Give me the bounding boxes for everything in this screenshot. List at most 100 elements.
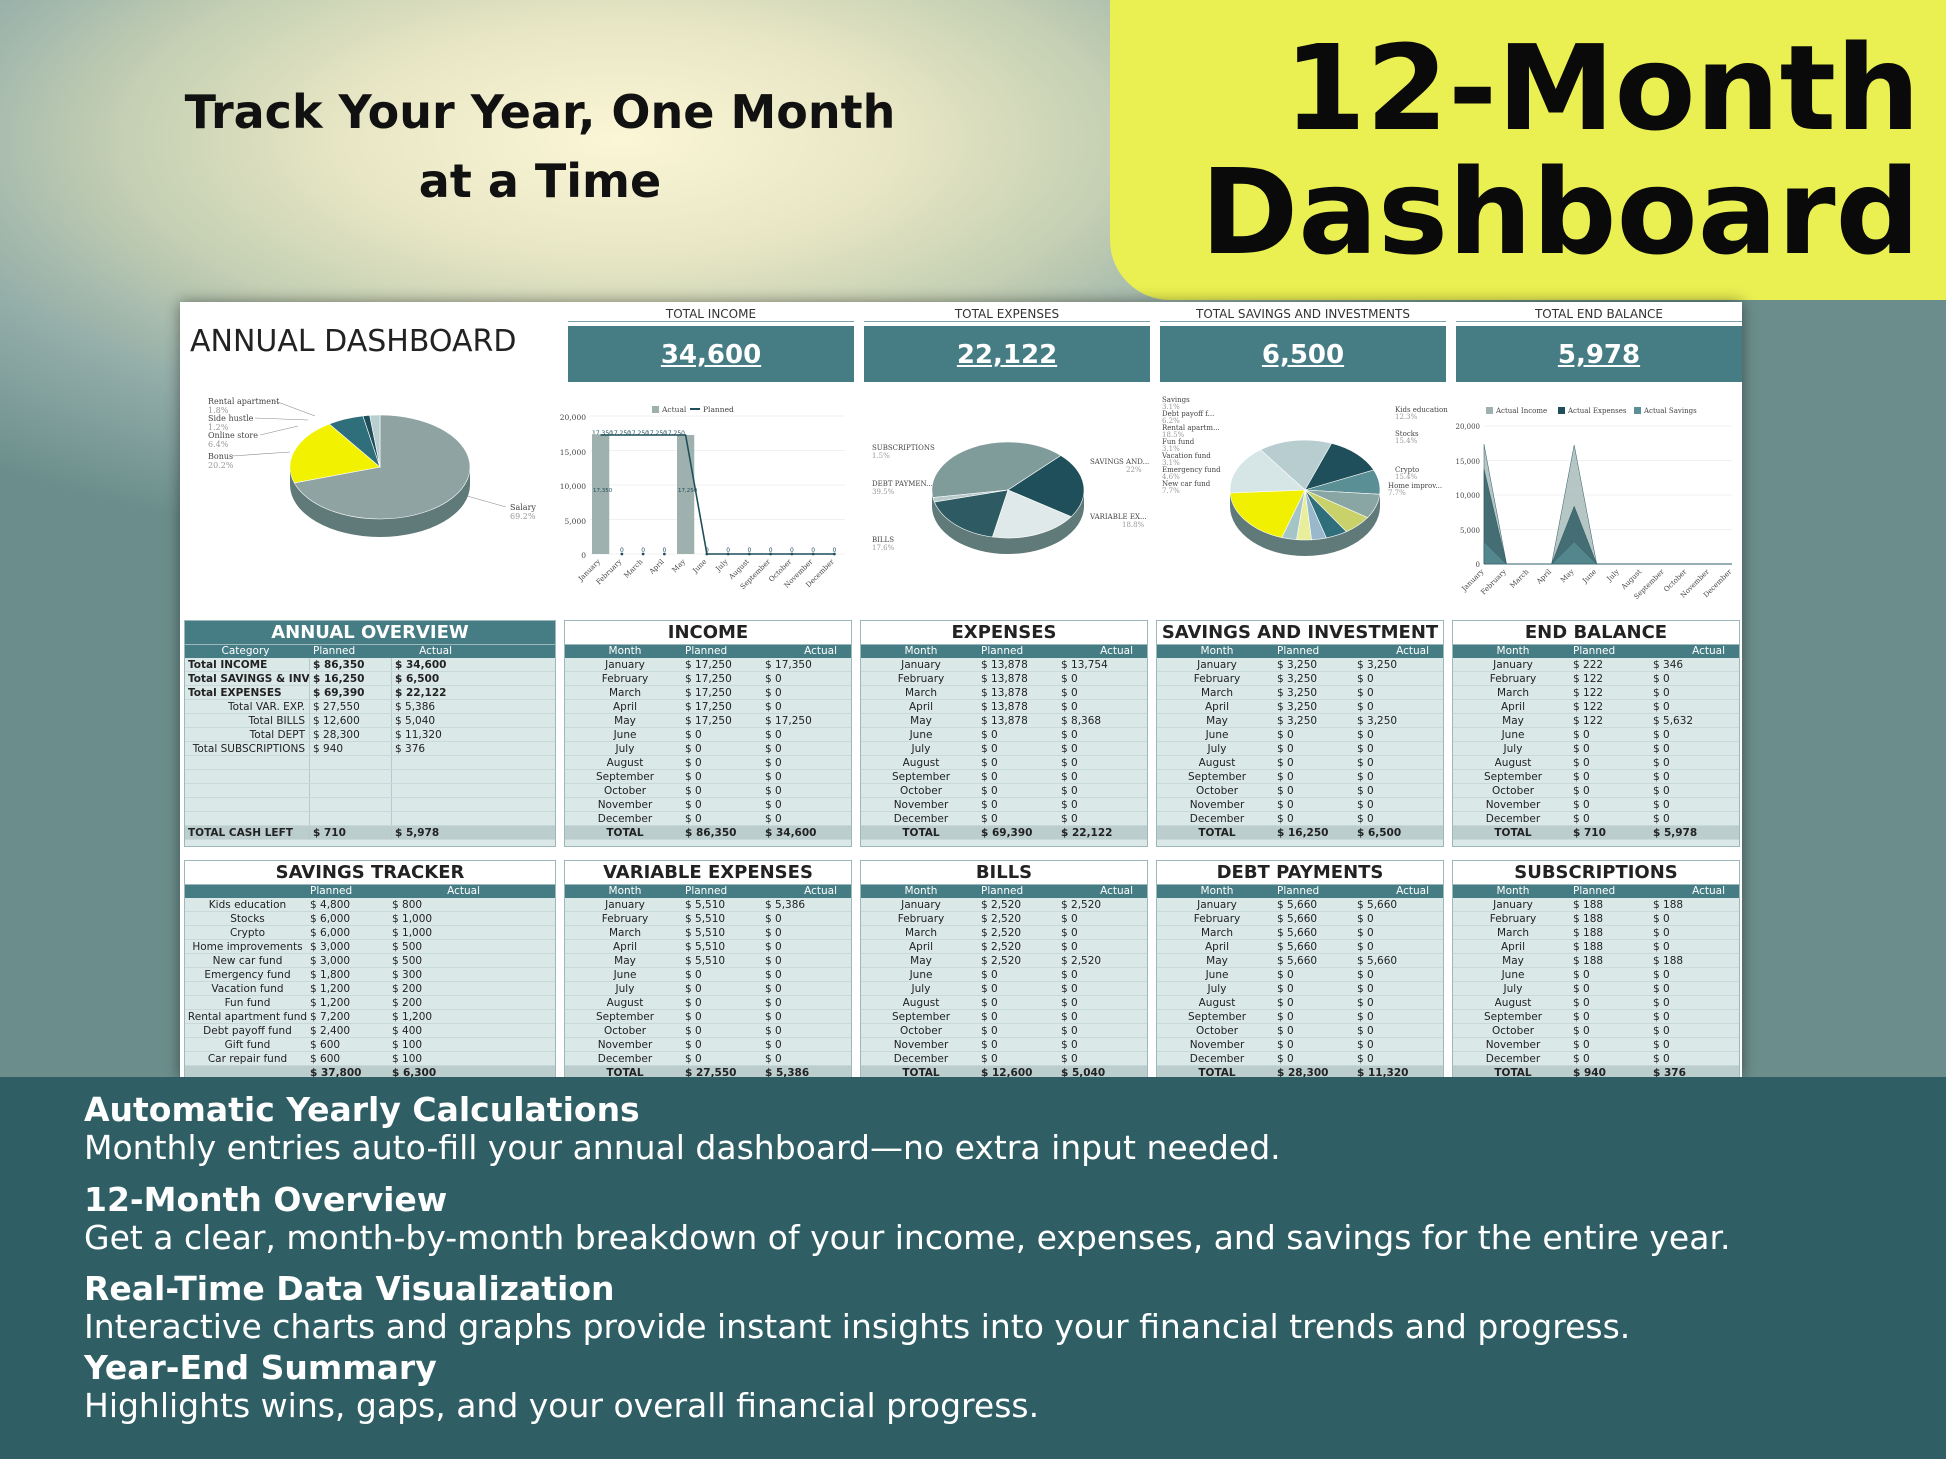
row-actual: $ 1,000 [392,927,433,939]
data-point [705,552,709,556]
row-planned: $ 0 [685,729,702,741]
col-planned: Planned [685,885,728,897]
table-row: May $ 3,250 $ 3,250 [1157,714,1443,728]
row-planned: $ 28,300 [1277,1067,1329,1079]
row-month: April [1205,941,1229,953]
table-row: May $ 122 $ 5,632 [1453,714,1739,728]
table-row: December $ 0 $ 0 [861,1052,1147,1066]
row-actual: $ 0 [1653,785,1670,797]
table-header: Month Planned Actual [1453,885,1739,898]
data-label: 17,250 [646,430,667,437]
row-planned: $ 0 [981,1025,998,1037]
row-actual: $ 5,660 [1357,899,1398,911]
table-row: December $ 0 $ 0 [1157,812,1443,826]
row-month: July [1503,983,1523,995]
monthly-table-bills: BILLS Month Planned Actual January $ 2,520 $ 2… [860,860,1148,1079]
table-row: March $ 5,660 $ 0 [1157,926,1443,940]
row-month: January [1493,899,1533,911]
feature-description: Get a clear, month-by-month breakdown of… [84,1218,1731,1257]
row-month: November [893,799,949,811]
table-row: May $ 13,878 $ 8,368 [861,714,1147,728]
pie-pct: 18.8% [1122,521,1145,529]
data-label: 17,250 [678,488,698,494]
row-planned: $ 122 [1573,673,1604,685]
pie-pct: 17.6% [872,544,895,552]
income-pie-chart[interactable]: Rental apartment 1.8% Side hustle 1.2% O… [200,394,570,599]
row-planned: $ 122 [1573,687,1604,699]
row-actual: $ 0 [765,687,782,699]
row-planned: $ 69,390 [310,686,392,699]
pie-slice [931,441,1062,498]
table-row: December $ 0 $ 0 [565,1052,851,1066]
row-planned: $ 0 [1277,997,1294,1009]
row-planned: $ 2,520 [981,927,1022,939]
row-actual: $ 0 [1061,969,1078,981]
pie-pct: 15.4% [1395,437,1418,445]
col-month: Month [904,885,938,897]
row-planned: $ 17,250 [685,659,732,671]
table-row [185,756,555,770]
table-row: September $ 0 $ 0 [1157,770,1443,784]
row-month: December [1189,813,1245,825]
feature-heading: Year-End Summary [84,1348,437,1387]
row-month: September [891,771,951,783]
table-row: February $ 2,520 $ 0 [861,912,1147,926]
row-month: February [1489,673,1537,685]
table-row: July $ 0 $ 0 [565,982,851,996]
table-row: January $ 188 $ 188 [1453,898,1739,912]
table-row: December $ 0 $ 0 [1453,1052,1739,1066]
total-row: TOTAL $ 27,550 $ 5,386 [565,1066,851,1079]
expenses-pie-chart[interactable]: SUBSCRIPTIONS 1.5% DEBT PAYMEN... 39.5% … [864,394,1154,599]
row-month: May [614,955,636,967]
row-actual: $ 0 [1061,997,1078,1009]
income-bar-chart[interactable]: Actual Planned 20,000 15,000 10,000 5,00… [560,394,860,599]
table-row: July $ 0 $ 0 [565,742,851,756]
row-actual: $ 0 [1061,1053,1078,1065]
row-actual: $ 0 [1061,1011,1078,1023]
y-tick: 20,000 [1456,423,1481,431]
row-actual: $ 0 [1653,1025,1670,1037]
row-category: Total INCOME [185,658,310,671]
table-row: April $ 5,510 $ 0 [565,940,851,954]
row-category: Total SAVINGS & INVEST [185,672,310,685]
row-planned: $ 3,250 [1277,673,1318,685]
table-row: October $ 0 $ 0 [1453,1024,1739,1038]
feature-band: Automatic Yearly Calculations Monthly en… [0,1077,1946,1459]
row-planned: $ 0 [1277,1053,1294,1065]
savings-pie-chart[interactable]: Savings 3.1% Debt payoff f... 6.2% Rental ap… [1160,394,1450,599]
end-balance-area-chart[interactable]: Actual Income Actual Expenses Actual Sav… [1450,394,1740,601]
row-month: February [897,673,945,685]
row-planned: $ 2,520 [981,955,1022,967]
row-month: November [1189,1039,1245,1051]
table-row: November $ 0 $ 0 [565,1038,851,1052]
row-planned: $ 0 [1277,983,1294,995]
row-actual: $ 0 [1357,1053,1374,1065]
table-row: September $ 0 $ 0 [1157,1010,1443,1024]
area-series [1483,444,1732,565]
data-label: 17,350 [593,488,613,494]
row-month: February [1489,913,1537,925]
row-actual: $ 0 [1653,673,1670,685]
bar [592,434,610,554]
row-month: TOTAL [902,827,940,839]
row-planned: $ 2,520 [981,941,1022,953]
row-actual: $ 376 [395,743,426,755]
row-actual: $ 0 [1357,913,1374,925]
row-month: TOTAL [902,1067,940,1079]
x-tick: July [1605,568,1621,584]
row-month: July [1207,743,1227,755]
row-actual: $ 0 [1061,757,1078,769]
row-actual: $ 0 [765,969,782,981]
row-planned: $ 0 [981,785,998,797]
table-row: September $ 0 $ 0 [1453,1010,1739,1024]
row-actual: $ 0 [1357,813,1374,825]
row-month: June [1205,969,1229,981]
row-planned: $ 0 [1277,969,1294,981]
legend-item: Planned [703,405,734,414]
row-actual: $ 0 [765,1053,782,1065]
row-month: March [1496,927,1529,939]
row-planned: $ 0 [1573,813,1590,825]
table-row: Emergency fund $ 1,800 $ 300 [185,968,555,982]
row-planned: $ 0 [1573,799,1590,811]
total-row: $ 37,800 $ 6,300 [185,1066,555,1079]
